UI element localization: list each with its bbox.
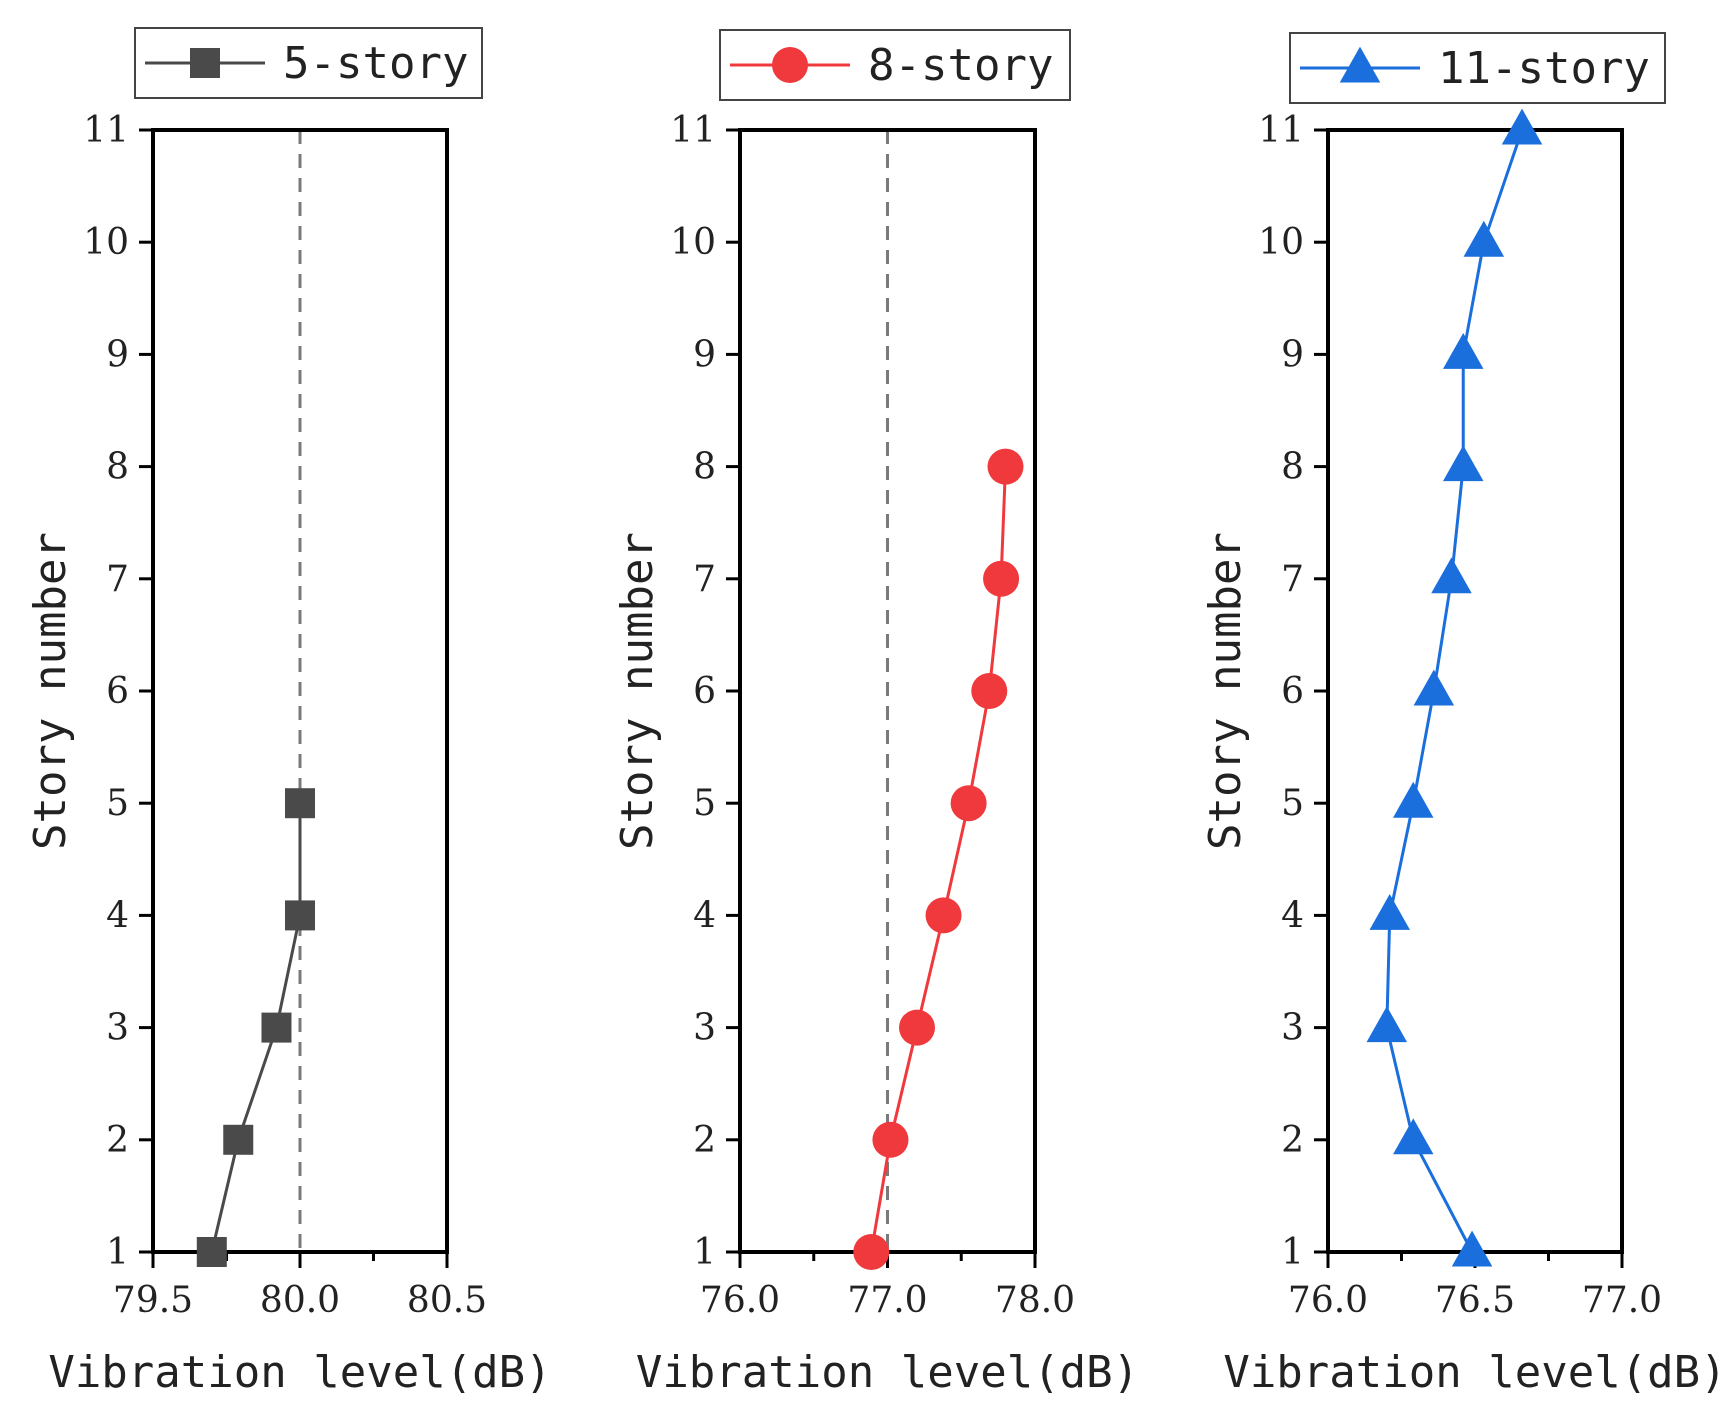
y-tick-label: 8 — [1281, 447, 1304, 488]
panel-11-story: 1 2 3 4 5 6 7 8 9 10 11 76.0 76.5 77.0 Vibration level… — [1200, 32, 1727, 1398]
y-tick-label: 9 — [106, 334, 129, 375]
y-tick-label: 4 — [693, 895, 716, 936]
data-point — [983, 560, 1020, 597]
x-tick-label: 77.0 — [847, 1280, 927, 1321]
data-point — [1501, 108, 1543, 145]
y-axis-title: Story number — [25, 532, 76, 850]
series-line — [1385, 129, 1524, 1253]
x-tick-label: 78.0 — [995, 1280, 1075, 1321]
y-tick-label: 6 — [693, 671, 716, 712]
y-tick-label: 3 — [106, 1008, 129, 1049]
data-point — [285, 900, 315, 931]
data-point — [1393, 781, 1434, 818]
data-point — [925, 897, 962, 934]
legend-label: 5-story — [283, 38, 468, 89]
legend-label: 8-story — [868, 40, 1053, 91]
y-tick-label: 1 — [1281, 1232, 1304, 1273]
y-tick-label: 9 — [693, 334, 716, 375]
data-point — [971, 673, 1008, 709]
series-line — [869, 466, 1007, 1253]
data-point — [1451, 1230, 1493, 1267]
y-tick-label: 3 — [693, 1008, 716, 1049]
x-axis-title: Vibration level(dB) — [1223, 1347, 1726, 1398]
y-tick-label: 10 — [83, 222, 129, 263]
x-tick-label: 80.5 — [407, 1280, 487, 1321]
data-point — [1393, 1118, 1434, 1155]
y-tick-label: 1 — [693, 1232, 716, 1273]
y-axis-title: Story number — [1200, 532, 1251, 850]
y-tick-label: 5 — [1281, 783, 1304, 824]
y-tick-label: 8 — [106, 447, 129, 488]
x-tick-label: 76.0 — [1288, 1280, 1368, 1321]
legend-marker — [1339, 46, 1381, 83]
y-tick-label: 3 — [1281, 1008, 1304, 1049]
data-point — [285, 788, 315, 819]
y-tick-label: 4 — [1281, 895, 1304, 936]
data-point — [853, 1234, 890, 1270]
data-point — [1413, 669, 1455, 706]
data-point — [1442, 445, 1484, 482]
data-point — [1463, 220, 1505, 257]
x-axis-title: Vibration level(dB) — [48, 1347, 551, 1398]
y-tick-label: 8 — [693, 447, 716, 488]
data-point — [1369, 894, 1410, 930]
data-point — [950, 785, 987, 822]
data-point — [872, 1121, 909, 1158]
y-tick-label: 2 — [1281, 1120, 1304, 1161]
y-tick-label: 5 — [106, 783, 129, 824]
y-tick-label: 2 — [106, 1120, 129, 1161]
y-tick-label: 10 — [670, 222, 716, 263]
panel-8-story: 1 2 3 4 5 6 7 8 9 10 11 76.0 77.0 78.0 Vibration level… — [612, 29, 1139, 1398]
data-point — [899, 1009, 935, 1046]
legend-marker — [190, 48, 220, 78]
data-point — [223, 1124, 254, 1155]
y-tick-label: 11 — [83, 110, 129, 151]
panel-5-story: 1 2 3 4 5 6 7 8 9 10 11 79.5 80.0 80.5 Vibration level… — [25, 27, 552, 1398]
y-tick-label: 7 — [693, 559, 716, 600]
y-tick-label: 7 — [1281, 559, 1304, 600]
legend-label: 11-story — [1438, 43, 1650, 94]
y-tick-label: 11 — [670, 110, 716, 151]
x-tick-label: 77.0 — [1582, 1280, 1662, 1321]
data-point — [1431, 557, 1472, 594]
x-tick-label: 80.0 — [260, 1280, 340, 1321]
y-tick-label: 9 — [1281, 334, 1304, 375]
y-tick-label: 4 — [106, 895, 129, 936]
y-tick-label: 7 — [106, 559, 129, 600]
x-axis-title: Vibration level(dB) — [636, 1347, 1139, 1398]
data-point — [261, 1012, 292, 1043]
y-tick-label: 10 — [1258, 222, 1304, 263]
legend-box — [134, 27, 483, 99]
data-point — [1366, 1006, 1408, 1043]
y-tick-label: 6 — [106, 671, 129, 712]
y-tick-label: 11 — [1258, 110, 1304, 151]
data-point — [1442, 333, 1484, 369]
x-tick-label: 76.0 — [700, 1280, 780, 1321]
data-point — [196, 1237, 227, 1267]
y-tick-label: 2 — [693, 1120, 716, 1161]
y-axis-title: Story number — [612, 532, 663, 850]
x-tick-label: 79.5 — [113, 1280, 193, 1321]
y-tick-label: 6 — [1281, 671, 1304, 712]
legend-marker — [772, 47, 808, 83]
y-tick-label: 5 — [693, 783, 716, 824]
x-tick-label: 76.5 — [1435, 1280, 1515, 1321]
y-tick-label: 1 — [106, 1232, 129, 1273]
data-point — [987, 448, 1024, 485]
